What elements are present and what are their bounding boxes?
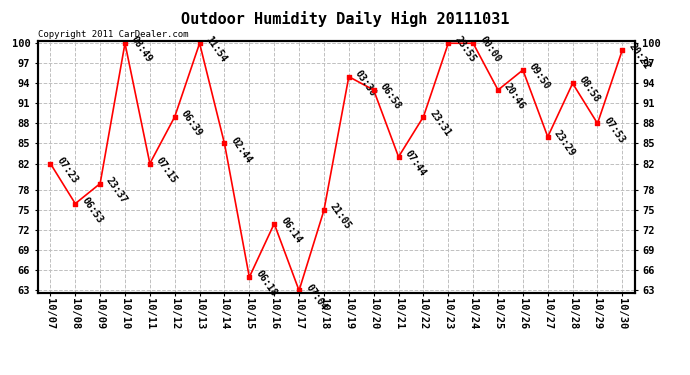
Point: [368, 87, 380, 93]
Point: [393, 154, 404, 160]
Point: [542, 134, 553, 140]
Point: [194, 40, 205, 46]
Text: 20:46: 20:46: [502, 81, 527, 111]
Point: [443, 40, 454, 46]
Text: 06:53: 06:53: [79, 195, 104, 225]
Text: 08:49: 08:49: [129, 35, 154, 64]
Point: [45, 160, 56, 166]
Text: 23:55: 23:55: [453, 35, 477, 64]
Text: 07:04: 07:04: [303, 282, 328, 312]
Point: [567, 80, 578, 86]
Point: [144, 160, 155, 166]
Text: Copyright 2011 CarDealer.com: Copyright 2011 CarDealer.com: [38, 30, 188, 39]
Point: [418, 114, 429, 120]
Text: 03:38: 03:38: [353, 68, 378, 98]
Point: [169, 114, 180, 120]
Text: 23:31: 23:31: [428, 108, 453, 138]
Point: [119, 40, 130, 46]
Text: 21:05: 21:05: [328, 202, 353, 232]
Text: 06:39: 06:39: [179, 108, 204, 138]
Text: 02:44: 02:44: [228, 135, 254, 165]
Text: 08:58: 08:58: [577, 75, 602, 105]
Point: [70, 201, 81, 207]
Point: [344, 74, 355, 80]
Point: [318, 207, 329, 213]
Text: Outdoor Humidity Daily High 20111031: Outdoor Humidity Daily High 20111031: [181, 11, 509, 27]
Point: [268, 220, 279, 226]
Text: 00:00: 00:00: [477, 35, 502, 64]
Point: [244, 274, 255, 280]
Point: [592, 120, 603, 126]
Text: 07:53: 07:53: [602, 115, 627, 145]
Text: 23:29: 23:29: [552, 128, 577, 158]
Point: [617, 47, 628, 53]
Point: [518, 67, 529, 73]
Text: 07:44: 07:44: [403, 148, 428, 178]
Point: [493, 87, 504, 93]
Text: 06:14: 06:14: [278, 215, 304, 245]
Text: 07:23: 07:23: [55, 155, 79, 185]
Point: [468, 40, 479, 46]
Point: [219, 141, 230, 147]
Text: 09:50: 09:50: [527, 62, 552, 91]
Text: 11:54: 11:54: [204, 35, 229, 64]
Point: [293, 288, 304, 294]
Point: [95, 181, 106, 187]
Text: 06:18: 06:18: [253, 268, 279, 298]
Text: 20:22: 20:22: [627, 41, 651, 71]
Text: 23:37: 23:37: [104, 175, 129, 205]
Text: 06:58: 06:58: [378, 81, 403, 111]
Text: 07:15: 07:15: [154, 155, 179, 185]
